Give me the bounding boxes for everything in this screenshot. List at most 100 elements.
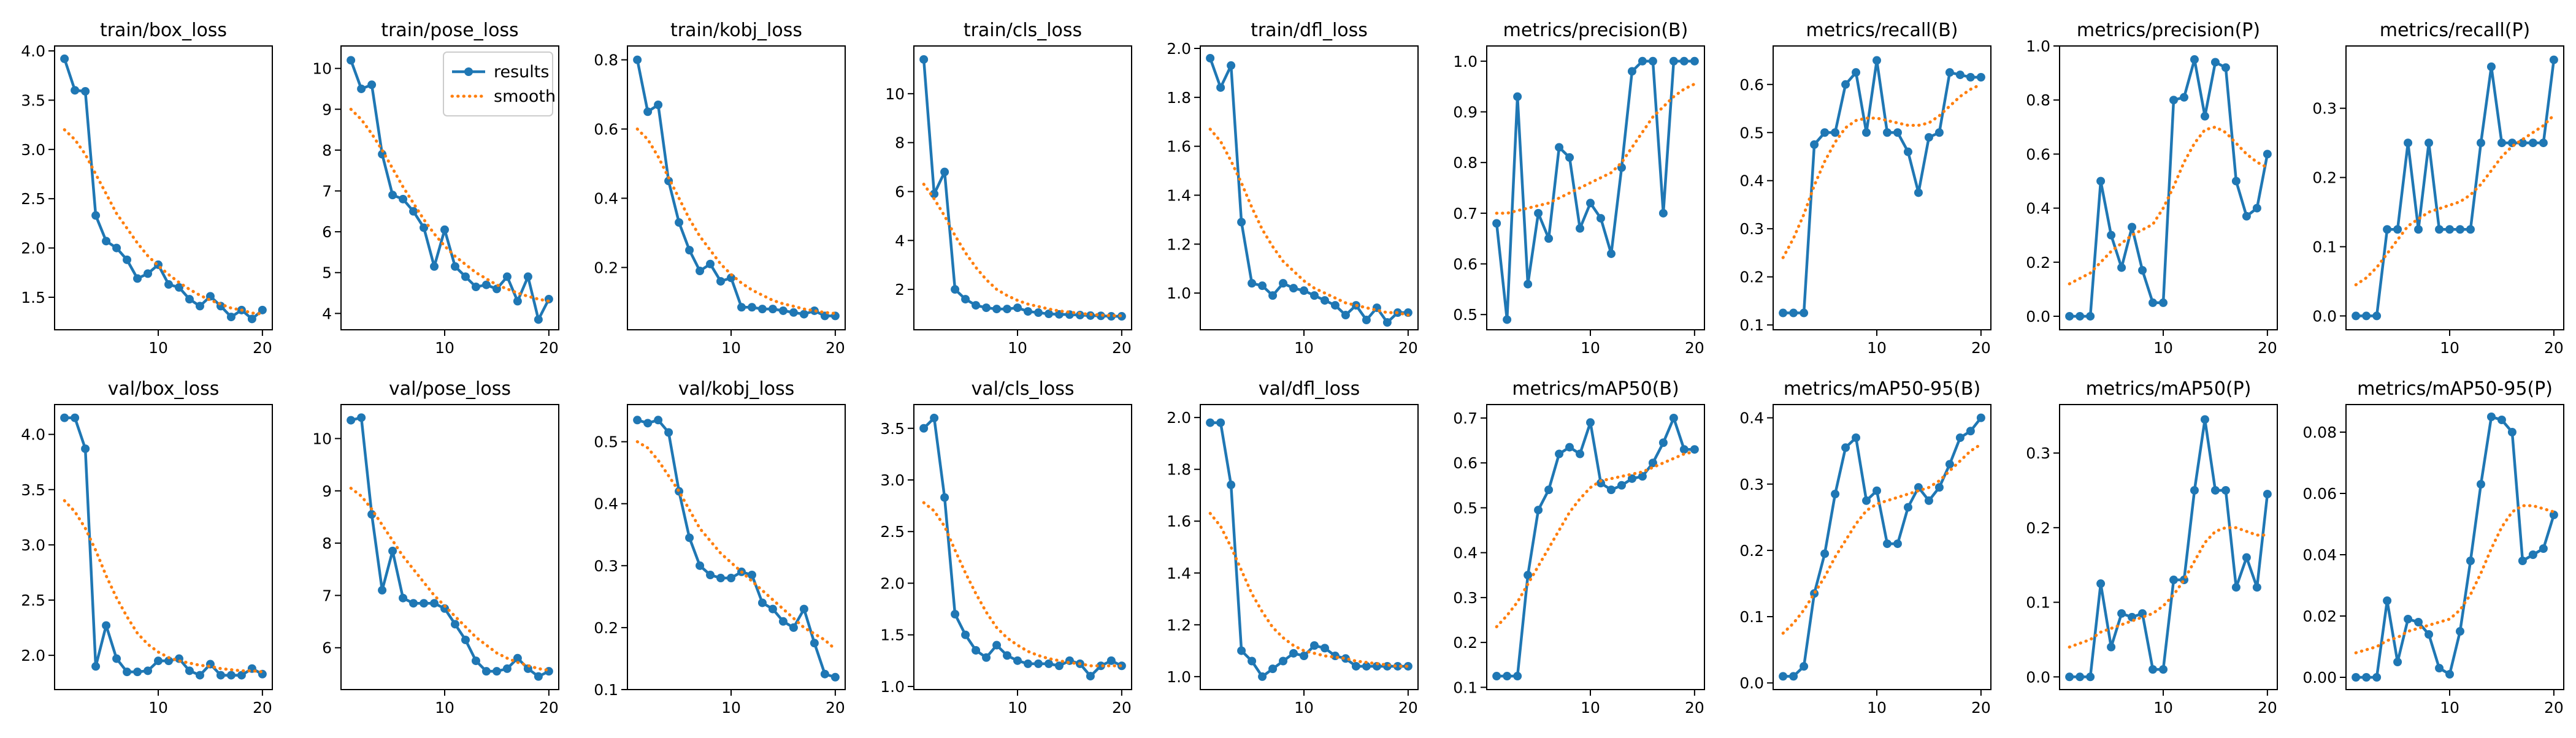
results-marker — [2372, 311, 2382, 321]
results-marker — [1779, 672, 1788, 681]
results-marker — [2518, 139, 2527, 148]
results-line — [64, 416, 263, 677]
results-marker — [2065, 311, 2074, 321]
results-marker — [2528, 139, 2537, 148]
legend-label: results — [494, 63, 549, 82]
smooth-line — [1495, 82, 1696, 215]
results-line — [2069, 418, 2269, 679]
x-tick-label: 10 — [2153, 339, 2173, 357]
smooth-line — [63, 128, 264, 316]
subplot: metrics/mAP50(B) 0.1 0.2 0.3 0.4 0.5 0.6 0.7 10 2… — [1453, 378, 1705, 717]
results-marker — [357, 84, 366, 93]
x-tick-label: 10 — [1867, 339, 1887, 357]
results-marker — [789, 623, 798, 632]
subplot-title: metrics/mAP50-95(P) — [2357, 378, 2553, 400]
x-tick-label: 20 — [826, 699, 845, 717]
results-marker — [2252, 204, 2261, 213]
results-marker — [951, 285, 960, 294]
axes-frame — [913, 45, 1132, 330]
results-marker — [1503, 672, 1512, 681]
results-marker — [102, 621, 111, 630]
results-marker — [1013, 303, 1022, 313]
results-marker — [1216, 83, 1225, 92]
results-marker — [1779, 308, 1788, 318]
results-marker — [1362, 316, 1371, 325]
results-marker — [757, 305, 767, 314]
y-tick-label: 1.5 — [21, 289, 45, 306]
results-marker — [1534, 506, 1543, 515]
results-marker — [2445, 670, 2455, 679]
x-tick-label: 20 — [2544, 699, 2564, 717]
results-marker — [2393, 225, 2402, 234]
results-line — [637, 419, 836, 679]
results-marker — [1903, 503, 1912, 512]
results-marker — [1362, 661, 1371, 671]
results-marker — [2096, 579, 2106, 588]
results-marker — [164, 656, 173, 666]
results-marker — [1955, 70, 1965, 80]
subplot: train/cls_loss 2 4 6 8 10 10 20 — [885, 20, 1132, 357]
y-tick-label: 0.8 — [594, 51, 618, 69]
results-marker — [1248, 279, 1257, 288]
y-tick-label: 0.2 — [2026, 519, 2050, 537]
results-line — [350, 416, 550, 678]
results-marker — [1279, 656, 1288, 666]
subplot: metrics/precision(B) 0.5 0.6 0.7 0.8 0.9 1.0 10… — [1453, 20, 1705, 357]
results-marker — [1934, 128, 1944, 137]
results-marker — [992, 305, 1002, 314]
results-marker — [2263, 150, 2272, 159]
y-tick-label: 0.0 — [2026, 668, 2050, 686]
results-marker — [1934, 483, 1944, 492]
results-marker — [664, 428, 673, 437]
results-marker — [1924, 496, 1933, 505]
results-marker — [2372, 673, 2382, 682]
y-tick-label: 0.04 — [2302, 546, 2337, 564]
y-tick-label: 0.9 — [1453, 103, 1478, 121]
results-marker — [2352, 311, 2361, 321]
results-marker — [2086, 311, 2095, 321]
y-tick-label: 0.1 — [1453, 679, 1478, 696]
results-marker — [1216, 418, 1225, 427]
results-marker — [1320, 644, 1329, 653]
results-marker — [2476, 480, 2485, 489]
results-marker — [2190, 485, 2199, 495]
results-marker — [450, 262, 459, 271]
smooth-line — [922, 501, 1124, 668]
results-marker — [461, 272, 470, 281]
results-marker — [1831, 489, 1840, 498]
results-marker — [2210, 485, 2220, 495]
results-marker — [1627, 474, 1636, 483]
results-marker — [982, 653, 991, 662]
results-marker — [972, 301, 981, 310]
axes-frame — [54, 404, 273, 690]
x-tick-label: 10 — [1294, 339, 1314, 357]
y-tick-label: 2.0 — [1167, 409, 1191, 427]
legend-box — [443, 51, 553, 116]
results-marker — [440, 604, 450, 613]
results-marker — [388, 191, 397, 200]
results-line — [1210, 421, 1408, 679]
results-marker — [1513, 92, 1522, 101]
results-marker — [1565, 443, 1574, 452]
axes-frame — [2059, 404, 2278, 690]
results-line — [922, 59, 1122, 318]
results-marker — [2486, 413, 2496, 421]
y-tick-label: 2.0 — [21, 647, 45, 664]
results-marker — [654, 100, 663, 109]
y-tick-label: 2 — [895, 281, 905, 299]
results-line — [350, 59, 550, 321]
x-tick-label: 20 — [1685, 699, 1704, 717]
results-marker — [1669, 56, 1678, 66]
results-marker — [2476, 139, 2485, 148]
results-marker — [1309, 291, 1319, 300]
results-marker — [2221, 63, 2230, 72]
results-marker — [1403, 308, 1413, 318]
results-marker — [60, 413, 69, 422]
results-marker — [1945, 460, 1954, 469]
y-tick-label: 2.0 — [1167, 40, 1191, 58]
results-marker — [1820, 128, 1830, 137]
results-marker — [185, 295, 194, 304]
y-tick-label: 10 — [312, 430, 332, 447]
results-marker — [367, 80, 377, 89]
